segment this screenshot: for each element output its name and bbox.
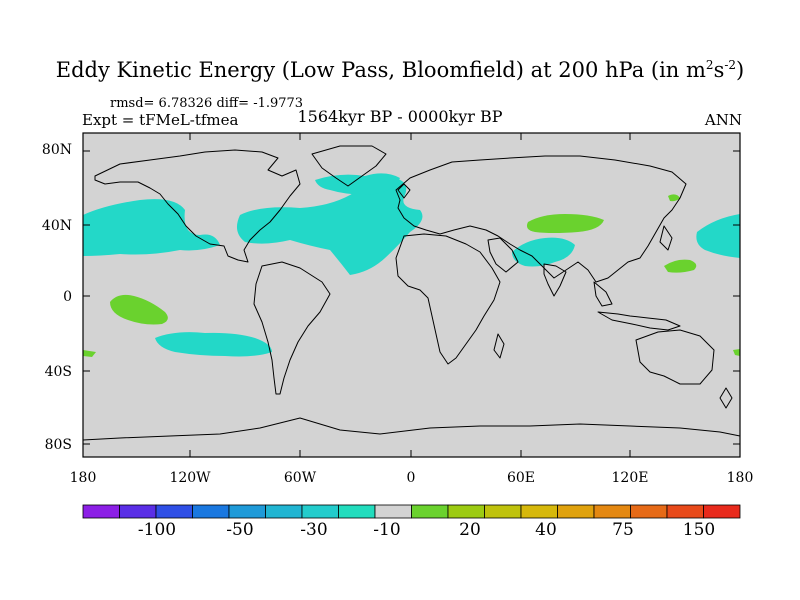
lat-label-40s: 40S [44,364,72,380]
lat-label-80n: 80N [41,142,72,158]
experiment-label: Expt = tFMeL-tfmea [82,111,239,129]
colorbar-box-7 [338,504,376,519]
colorbar-box-9 [411,504,449,519]
colorbar-box-14 [593,504,631,519]
colorbar-box-13 [557,504,595,519]
colorbar-box-4 [228,504,266,519]
coastline-north-america [94,149,301,263]
lon-label-120e: 120E [611,470,649,486]
lon-label-60w: 60W [283,470,317,486]
coastline-greenland [311,145,387,187]
season-label: ANN [704,111,742,129]
rmsd-diff-stats: rmsd= 6.78326 diff= -1.9773 [110,96,304,111]
lon-label-180e: 180 [726,470,754,486]
lon-label-0: 0 [406,470,416,486]
colorbar-box-8 [374,504,412,519]
lon-label-60e: 60E [506,470,536,486]
green-region-sw-pacific-east [733,349,740,356]
colorbar-box-12 [520,504,558,519]
colorbar-box-0 [82,504,120,519]
lon-label-180w: 180 [69,470,97,486]
colorbar-box-11 [484,504,522,519]
coastline-south-america [253,261,331,395]
cyan-region-north-pacific [83,199,220,256]
coastline-europe-asia [395,155,687,283]
colorbar-label-neg30: -30 [300,520,328,540]
coastline-africa [395,233,501,365]
colorbar-box-10 [447,504,485,519]
lon-label-120w: 120W [169,470,211,486]
lat-label-eq: 0 [63,289,72,305]
colorbar-label-20: 20 [459,520,481,540]
green-region-japan [664,259,697,273]
cyan-region-arabian [512,237,575,267]
colorbar-label-neg10: -10 [373,520,401,540]
colorbar-box-17 [703,504,741,519]
colorbar-box-16 [666,504,704,519]
coastline-indonesia [597,311,681,331]
coastline-australia [635,329,715,385]
colorbar [82,504,741,519]
green-anomaly-regions [83,194,740,357]
green-region-central-asia [526,214,604,233]
colorbar-box-1 [119,504,157,519]
coastline-arabia [487,237,519,273]
coastline-antarctica [82,417,741,441]
axis-ticks [83,133,740,457]
time-period-label: 1564kyr BP - 0000kyr BP [297,107,503,126]
colorbar-label-150: 150 [682,520,716,540]
map-title: Eddy Kinetic Energy (Low Pass, Bloomfiel… [55,58,745,82]
coastline-madagascar [493,333,505,359]
colorbar-label-75: 75 [612,520,634,540]
coastlines [82,145,741,441]
map-background [83,133,740,457]
coastline-new-zealand [719,387,733,409]
lat-label-40n: 40N [41,218,72,234]
green-region-tropical-pacific [110,294,168,325]
coastline-japan [659,225,673,251]
colorbar-label-neg50: -50 [226,520,254,540]
coastline-india [543,263,567,297]
coastline-british-isles [397,183,411,199]
cyan-anomaly-regions [83,173,740,357]
cyan-region-west-pacific-east [696,214,740,258]
green-region-sw-pacific-west [83,350,96,357]
colorbar-label-neg100: -100 [137,520,177,540]
lat-label-80s: 80S [44,437,72,453]
coastline-se-asia [593,281,613,307]
colorbar-box-15 [630,504,668,519]
colorbar-box-3 [192,504,230,519]
cyan-region-north-atlantic [236,178,423,275]
cyan-region-south-pacific [155,332,272,357]
colorbar-box-6 [301,504,339,519]
green-region-kamchatka [668,194,680,202]
colorbar-label-40: 40 [535,520,557,540]
colorbar-box-2 [155,504,193,519]
colorbar-box-5 [265,504,303,519]
